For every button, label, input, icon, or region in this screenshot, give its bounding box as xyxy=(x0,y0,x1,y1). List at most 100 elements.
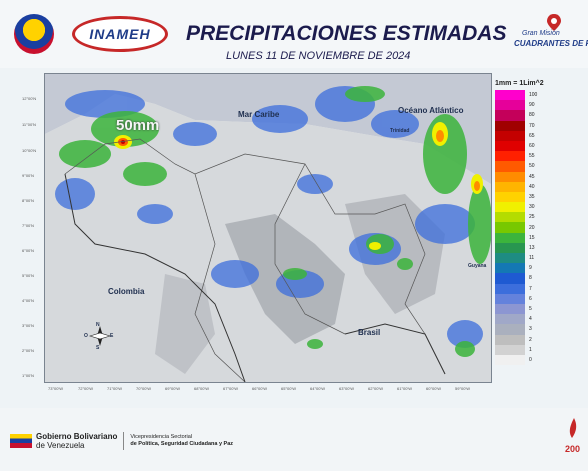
legend-unit: 1mm = 1Lim^2 xyxy=(495,80,544,87)
legend-value: 25 xyxy=(529,214,535,221)
legend-value: 90 xyxy=(529,102,535,109)
legend-row: 50 xyxy=(495,161,555,172)
page-subtitle: LUNES 11 DE NOVIEMBRE DE 2024 xyxy=(226,50,411,62)
page-title: PRECIPITACIONES ESTIMADAS xyxy=(186,22,507,45)
lat-tick: 7°00'N xyxy=(22,223,34,228)
lon-tick: 73°00'W xyxy=(48,386,64,391)
lat-tick: 12°00'N xyxy=(22,96,37,101)
legend-row: 80 xyxy=(495,110,555,121)
legend-row: 100 xyxy=(495,90,555,101)
legend-swatch xyxy=(495,202,525,213)
compass-s: S xyxy=(96,345,100,351)
legend-swatch xyxy=(495,161,525,172)
legend-swatch xyxy=(495,273,525,284)
legend-value: 55 xyxy=(529,153,535,160)
legend-value: 3 xyxy=(529,326,532,333)
lat-tick: 2°00'N xyxy=(22,348,34,353)
lon-tick: 69°00'W xyxy=(165,386,181,391)
legend-value: 0 xyxy=(529,356,532,363)
legend-row: 25 xyxy=(495,212,555,223)
legend-swatch xyxy=(495,293,525,304)
legend-value: 65 xyxy=(529,132,535,139)
mision-line2: CUADRANTES DE PAZ xyxy=(514,39,588,48)
legend-value: 13 xyxy=(529,244,535,251)
legend-swatch xyxy=(495,140,525,152)
label-colombia: Colombia xyxy=(108,287,145,296)
lon-tick: 68°00'W xyxy=(194,386,210,391)
legend-value: 45 xyxy=(529,173,535,180)
legend-value: 50 xyxy=(529,163,535,170)
footer: Gobierno Bolivariano de Venezuela Vicepre… xyxy=(0,408,588,471)
precipitation-map xyxy=(44,73,492,383)
legend-row: 40 xyxy=(495,181,555,192)
legend-swatch xyxy=(495,314,525,325)
legend-swatch xyxy=(495,110,525,121)
label-max-value: 50mm xyxy=(116,117,160,134)
legend-value: 40 xyxy=(529,183,535,190)
compass-w: O xyxy=(84,333,88,339)
bicentenario-logo-icon: 200 xyxy=(565,418,580,454)
legend-value: 60 xyxy=(529,143,535,150)
legend-row: 65 xyxy=(495,130,555,141)
legend-swatch xyxy=(495,212,525,223)
legend-value: 100 xyxy=(529,92,538,99)
legend-row: 20 xyxy=(495,222,555,233)
gobierno-bold: Gobierno Bolivariano xyxy=(36,432,118,441)
legend-swatch xyxy=(495,100,525,111)
legend-swatch xyxy=(495,283,525,294)
legend-value: 11 xyxy=(529,255,535,262)
lat-tick: 4°00'N xyxy=(22,298,34,303)
legend-swatch xyxy=(495,334,525,345)
legend-swatch xyxy=(495,253,525,264)
legend-swatch xyxy=(495,232,525,243)
label-guyana: Guyana xyxy=(468,263,487,269)
legend-row: 0 xyxy=(495,354,555,366)
vice-line2: de Política, Seguridad Ciudadana y Paz xyxy=(130,441,234,447)
legend-row: 4 xyxy=(495,314,555,325)
legend-value: 30 xyxy=(529,204,535,211)
vice-line1: Vicepresidencia Sectorial xyxy=(130,434,192,440)
legend-row: 2 xyxy=(495,334,555,345)
legend-row: 7 xyxy=(495,283,555,294)
precipitation-legend: 1mm = 1Lim^2 100 90 80 70 65 60 55 50 45 40 35 30 25… xyxy=(495,80,555,366)
lon-tick: 72°00'W xyxy=(78,386,94,391)
legend-value: 9 xyxy=(529,265,532,272)
header: INAMEH PRECIPITACIONES ESTIMADAS LUNES 1… xyxy=(0,0,588,68)
lat-tick: 8°00'N xyxy=(22,198,34,203)
gobierno-rest: de Venezuela xyxy=(36,441,85,450)
legend-value: 70 xyxy=(529,122,535,129)
legend-row: 1 xyxy=(495,344,555,355)
legend-value: 20 xyxy=(529,224,535,231)
venezuela-emblem-icon xyxy=(14,14,54,54)
gobierno-text: Gobierno Bolivariano de Venezuela xyxy=(36,432,117,450)
legend-value: 8 xyxy=(529,275,532,282)
inameh-logo-text: INAMEH xyxy=(89,26,151,42)
legend-value: 15 xyxy=(529,234,535,241)
compass-n: N xyxy=(96,322,100,328)
mision-line1: Gran Misión xyxy=(522,30,560,37)
legend-value: 4 xyxy=(529,316,532,323)
legend-row: 60 xyxy=(495,140,555,152)
legend-row: 3 xyxy=(495,324,555,335)
svg-text:200: 200 xyxy=(565,444,580,454)
legend-swatch xyxy=(495,222,525,233)
legend-swatch xyxy=(495,242,525,253)
label-oceano: Océano Atlántico xyxy=(398,106,464,115)
lat-tick: 6°00'N xyxy=(22,248,34,253)
legend-swatch xyxy=(495,120,525,131)
legend-swatch xyxy=(495,130,525,141)
legend-row: 55 xyxy=(495,151,555,162)
inameh-logo: INAMEH xyxy=(72,16,168,52)
legend-swatch xyxy=(495,151,525,162)
legend-row: 15 xyxy=(495,232,555,243)
lon-tick: 61°00'W xyxy=(397,386,413,391)
legend-row: 11 xyxy=(495,253,555,264)
lon-tick: 62°00'W xyxy=(368,386,384,391)
label-trinidad: Trinidad xyxy=(390,128,410,134)
legend-value: 1 xyxy=(529,346,532,353)
legend-swatch xyxy=(495,181,525,192)
map-canvas xyxy=(45,74,491,382)
legend-row: 5 xyxy=(495,303,555,315)
lat-tick: 10°00'N xyxy=(22,148,37,153)
legend-swatch xyxy=(495,354,525,366)
